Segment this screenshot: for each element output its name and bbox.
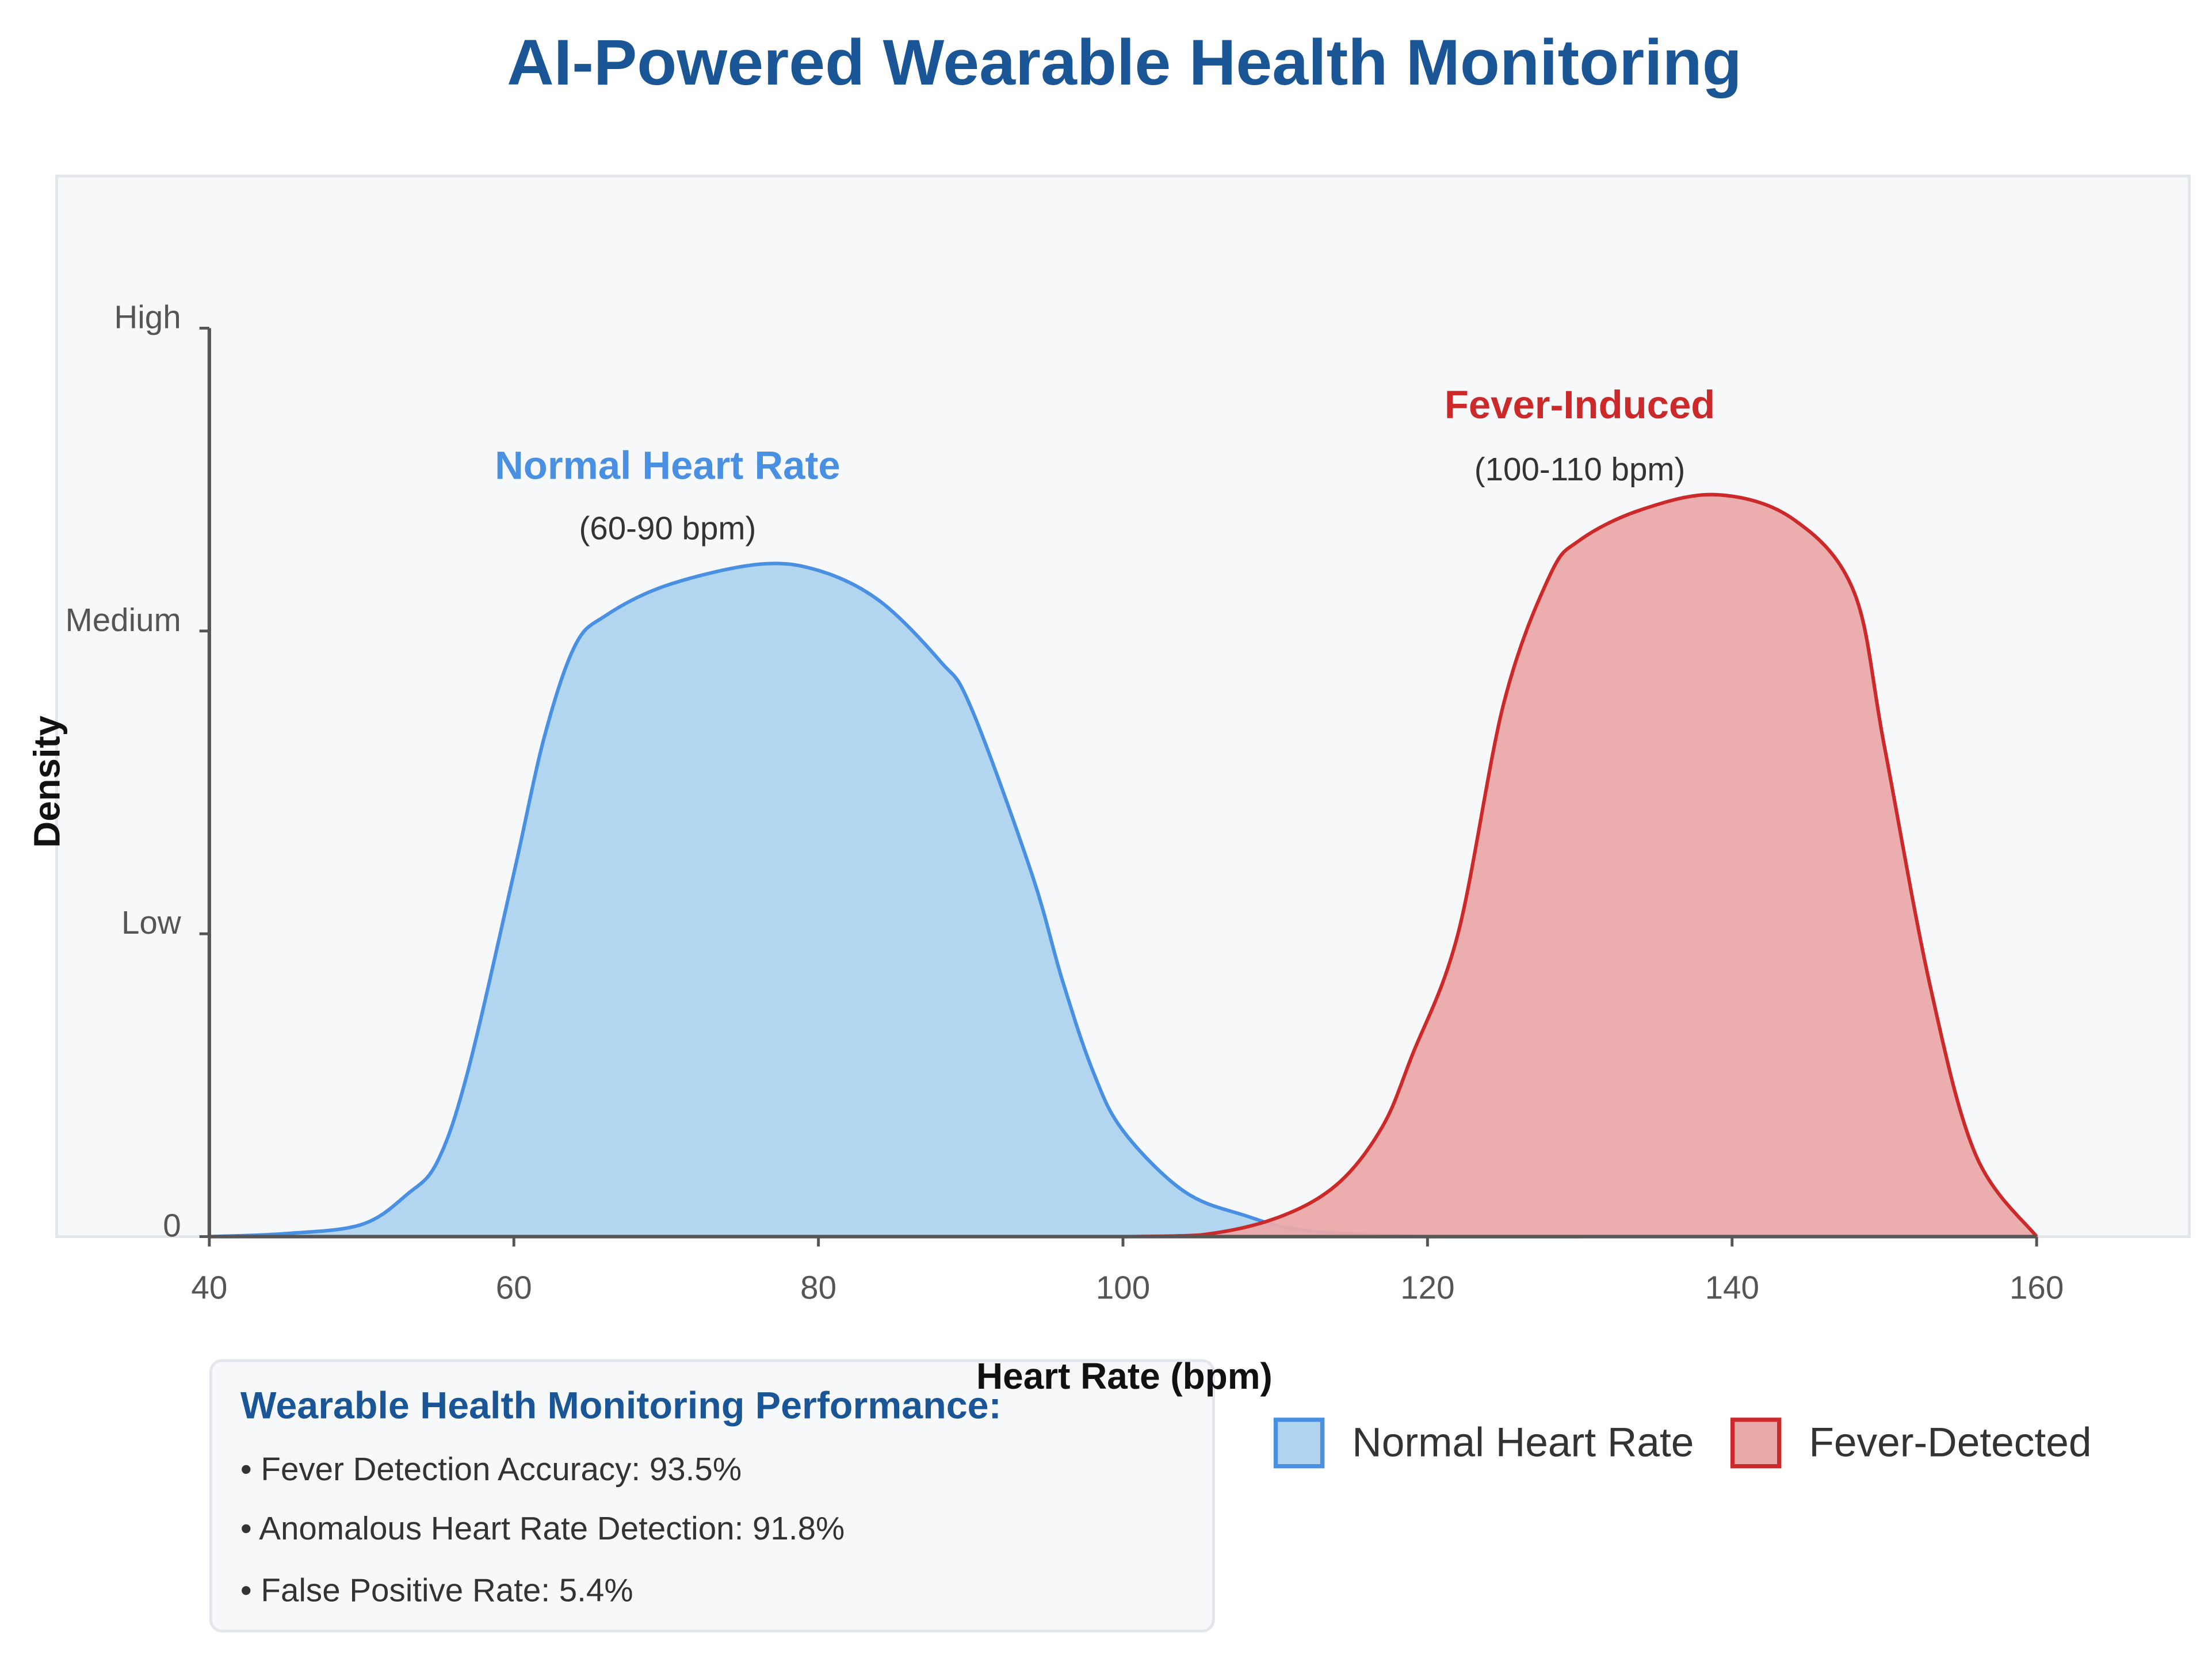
y-tick-label: Medium (66, 602, 181, 638)
performance-item: • Fever Detection Accuracy: 93.5% (240, 1451, 742, 1487)
annotation-fever-subtitle: (100-110 bpm) (1474, 451, 1686, 487)
performance-box: Wearable Health Monitoring Performance: … (209, 1359, 1215, 1633)
legend-label-fever: Fever-Detected (1809, 1420, 2091, 1466)
density-line-fever (1122, 492, 2038, 1239)
x-tick-label: 40 (191, 1269, 227, 1305)
y-tick-label: Low (121, 904, 181, 941)
legend-label-normal: Normal Heart Rate (1352, 1420, 1694, 1466)
x-tick-label: 80 (800, 1269, 836, 1305)
performance-title: Wearable Health Monitoring Performance: (240, 1385, 1002, 1427)
y-tick-label: High (114, 299, 181, 335)
y-axis-label: Density (26, 715, 67, 847)
performance-item: • False Positive Rate: 5.4% (240, 1572, 633, 1608)
x-tick-label: 100 (1096, 1269, 1150, 1305)
annotation-normal-title: Normal Heart Rate (495, 444, 841, 488)
chart-title: AI-Powered Wearable Health Monitoring (507, 26, 1742, 98)
density-line-normal (209, 561, 1580, 1239)
density-area-fever (1123, 494, 2037, 1237)
performance-item: • Anomalous Heart Rate Detection: 91.8% (240, 1510, 845, 1546)
annotation-fever: Fever-Induced (100-110 bpm) (1445, 383, 1715, 487)
annotation-normal: Normal Heart Rate (60-90 bpm) (495, 444, 841, 547)
legend-swatch-fever (1730, 1418, 1782, 1469)
x-tick-label: 60 (496, 1269, 532, 1305)
x-tick-label: 160 (2009, 1269, 2064, 1305)
axes: 40 60 80 100 120 140 160 0 Low Medium High (66, 299, 2064, 1306)
legend-item-fever[interactable]: Fever-Detected (1730, 1418, 2092, 1469)
density-area-normal (209, 563, 1580, 1237)
x-axis-label: Heart Rate (bpm) (976, 1355, 1273, 1397)
legend-item-normal[interactable]: Normal Heart Rate (1273, 1418, 1694, 1469)
y-tick-label: 0 (163, 1208, 181, 1244)
annotation-normal-subtitle: (60-90 bpm) (579, 510, 756, 547)
annotation-fever-title: Fever-Induced (1445, 383, 1715, 427)
legend: Normal Heart Rate Fever-Detected (1273, 1418, 2092, 1469)
x-tick-label: 140 (1705, 1269, 1759, 1305)
legend-swatch-normal (1273, 1418, 1325, 1469)
density-areas (209, 492, 2038, 1239)
x-tick-label: 120 (1400, 1269, 1454, 1305)
